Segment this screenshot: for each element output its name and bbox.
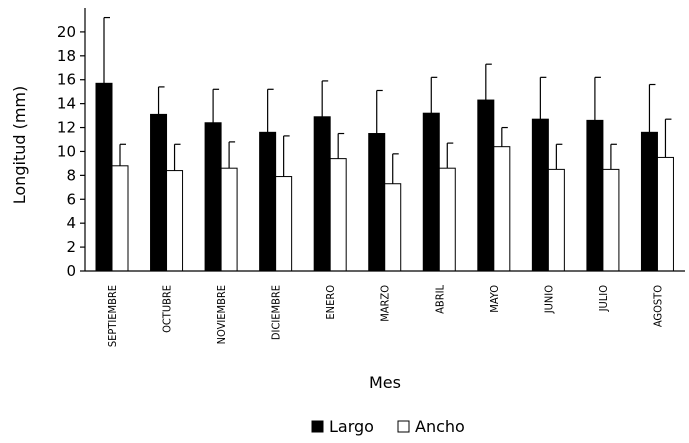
bar-ancho-mayo: [493, 146, 511, 272]
y-tick-label: 18: [57, 47, 76, 65]
x-tick-label: AGOSTO: [651, 285, 664, 327]
x-tick-label: OCTUBRE: [161, 285, 174, 333]
bar-largo-septiembre: [95, 82, 113, 272]
y-tick-label: 20: [57, 23, 76, 41]
bar-ancho-enero: [329, 158, 347, 272]
y-tick-label: 14: [57, 95, 76, 113]
bar-largo-enero: [313, 116, 331, 272]
bar-largo-marzo: [368, 133, 386, 272]
x-tick-label: SEPTIEMBRE: [106, 285, 119, 347]
bar-ancho-marzo: [384, 183, 402, 272]
bar-ancho-abril: [438, 167, 456, 272]
bars: [95, 16, 674, 272]
bar-largo-julio: [586, 119, 604, 272]
x-tick-label: MAYO: [488, 285, 501, 313]
legend-swatch-largo: [311, 420, 324, 433]
x-tick-label: DICIEMBRE: [270, 285, 283, 340]
legend-swatch-ancho: [397, 420, 410, 433]
bar-largo-diciembre: [259, 131, 277, 272]
y-axis: 0 2 4 6 8 10 12 14 16 18 20: [57, 8, 86, 280]
y-tick-label: 16: [57, 71, 76, 89]
legend-label-ancho: Ancho: [415, 417, 465, 436]
x-tick-label: MARZO: [379, 285, 392, 322]
y-tick-label: 10: [57, 142, 76, 160]
y-tick-label: 2: [66, 238, 76, 256]
bar-ancho-diciembre: [275, 176, 293, 272]
x-tick-label: ABRIL: [433, 285, 446, 314]
y-tick-label: 8: [66, 166, 76, 184]
bar-ancho-noviembre: [220, 167, 238, 272]
y-tick-label: 0: [66, 262, 76, 280]
bar-largo-mayo: [477, 99, 495, 272]
x-axis: SEPTIEMBRE OCTUBRE NOVIEMBRE DICIEMBRE ENERO…: [85, 270, 685, 347]
y-tick-label: 6: [66, 190, 76, 208]
x-tick-label: JUNIO: [542, 285, 555, 314]
y-tick-label: 12: [57, 119, 76, 137]
bar-ancho-agosto: [656, 156, 674, 272]
bar-largo-noviembre: [204, 122, 222, 272]
x-axis-label: Mes: [369, 373, 401, 392]
bar-largo-junio: [531, 118, 549, 272]
x-tick-label: NOVIEMBRE: [215, 285, 228, 344]
legend-label-largo: Largo: [329, 417, 374, 436]
y-tick-label: 4: [66, 214, 76, 232]
y-axis-label: Longitud (mm): [10, 86, 29, 204]
bar-ancho-julio: [602, 168, 620, 272]
x-tick-label: ENERO: [324, 285, 337, 320]
legend: Largo Ancho: [311, 417, 465, 436]
x-tick-label: JULIO: [597, 285, 610, 313]
bar-ancho-octubre: [166, 170, 184, 272]
bar-largo-octubre: [150, 113, 168, 272]
bar-largo-agosto: [640, 131, 658, 272]
bar-ancho-junio: [547, 168, 565, 272]
bar-largo-abril: [422, 112, 440, 272]
bar-ancho-septiembre: [111, 165, 129, 272]
